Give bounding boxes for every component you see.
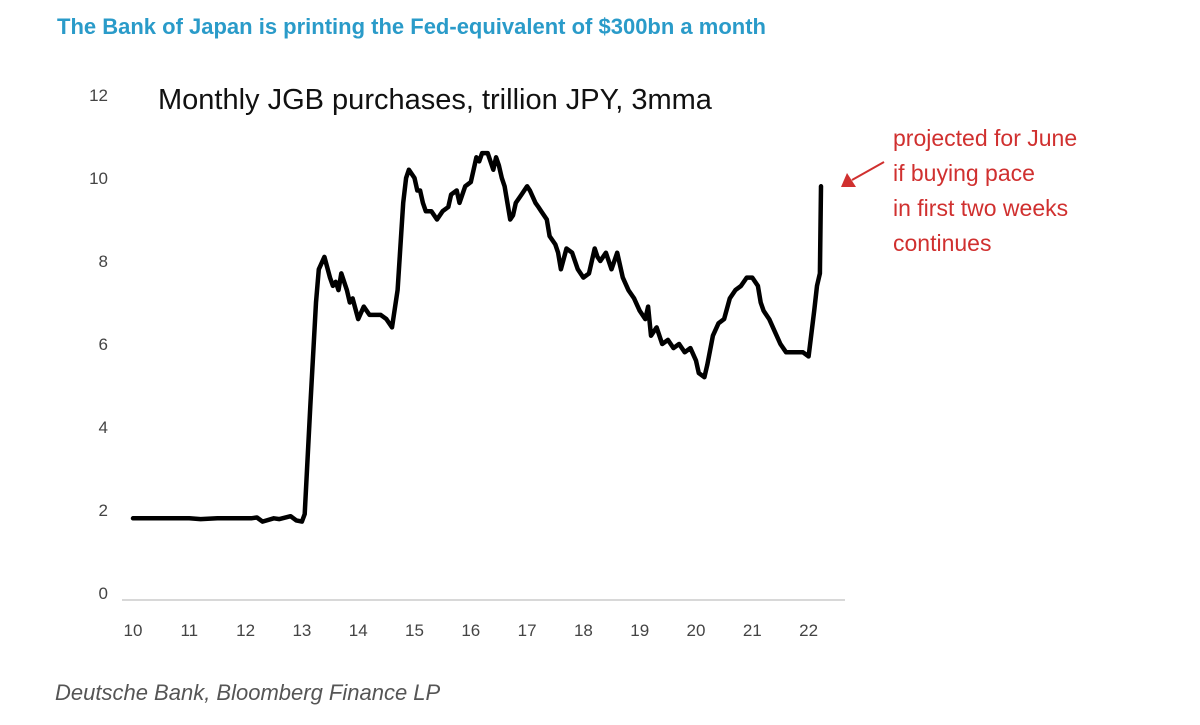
source-note: Deutsche Bank, Bloomberg Finance LP — [55, 680, 441, 705]
series-line — [130, 150, 824, 524]
y-tick-labels: 0 2 4 6 8 10 12 — [89, 86, 108, 603]
y-tick-label: 4 — [99, 418, 108, 437]
y-tick-label: 12 — [89, 86, 108, 105]
x-tick-label: 17 — [518, 621, 537, 640]
x-tick-label: 19 — [630, 621, 649, 640]
y-tick-label: 8 — [99, 252, 108, 271]
annotation-line: projected for June — [893, 125, 1077, 151]
y-tick-label: 6 — [99, 335, 108, 354]
annotation-arrow — [841, 161, 885, 187]
x-tick-label: 13 — [292, 621, 311, 640]
x-tick-label: 10 — [124, 621, 143, 640]
chart-headline: The Bank of Japan is printing the Fed-eq… — [57, 14, 766, 39]
x-tick-label: 18 — [574, 621, 593, 640]
annotation-line: if buying pace — [893, 160, 1035, 186]
x-tick-label: 12 — [236, 621, 255, 640]
annotation-line: in first two weeks — [893, 195, 1068, 221]
x-tick-label: 21 — [743, 621, 762, 640]
x-tick-label: 15 — [405, 621, 424, 640]
y-tick-label: 2 — [99, 501, 108, 520]
x-tick-label: 22 — [799, 621, 818, 640]
chart-title: Monthly JGB purchases, trillion JPY, 3mm… — [158, 84, 713, 116]
x-tick-label: 14 — [349, 621, 368, 640]
x-tick-label: 16 — [461, 621, 480, 640]
annotation-text: projected for June if buying pace in first… — [893, 125, 1077, 256]
y-tick-label: 0 — [99, 584, 108, 603]
annotation-line: continues — [893, 230, 991, 256]
y-tick-label: 10 — [89, 169, 108, 188]
x-tick-label: 20 — [687, 621, 706, 640]
x-tick-label: 11 — [180, 621, 198, 640]
x-tick-labels: 10 11 12 13 14 15 16 17 18 19 20 21 22 — [124, 621, 819, 640]
